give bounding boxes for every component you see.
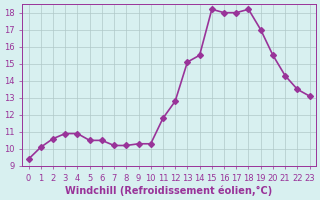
X-axis label: Windchill (Refroidissement éolien,°C): Windchill (Refroidissement éolien,°C) [65,185,273,196]
